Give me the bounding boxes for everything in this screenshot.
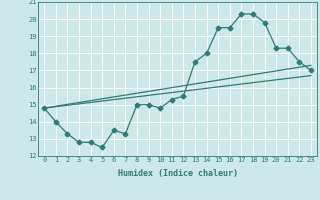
X-axis label: Humidex (Indice chaleur): Humidex (Indice chaleur) [118,169,238,178]
